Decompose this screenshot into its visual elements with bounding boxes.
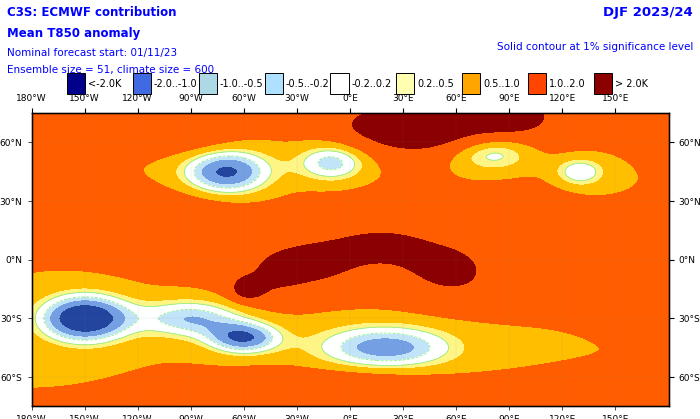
- Text: 0.5..1.0: 0.5..1.0: [483, 79, 519, 89]
- Text: -2.0..-1.0: -2.0..-1.0: [154, 79, 197, 89]
- Text: -0.5..-0.2: -0.5..-0.2: [286, 79, 330, 89]
- Text: Ensemble size = 51, climate size = 600: Ensemble size = 51, climate size = 600: [7, 65, 214, 75]
- Text: C3S: ECMWF contribution: C3S: ECMWF contribution: [7, 6, 176, 19]
- Text: Mean T850 anomaly: Mean T850 anomaly: [7, 27, 140, 40]
- Text: 0.2..0.5: 0.2..0.5: [417, 79, 454, 89]
- Text: > 2.0K: > 2.0K: [615, 79, 648, 89]
- Text: -0.2..0.2: -0.2..0.2: [351, 79, 392, 89]
- Text: <-2.0K: <-2.0K: [88, 79, 122, 89]
- Text: -1.0..-0.5: -1.0..-0.5: [220, 79, 263, 89]
- Text: DJF 2023/24: DJF 2023/24: [603, 6, 693, 19]
- Text: Nominal forecast start: 01/11/23: Nominal forecast start: 01/11/23: [7, 48, 177, 58]
- Text: 1.0..2.0: 1.0..2.0: [549, 79, 585, 89]
- Text: Solid contour at 1% significance level: Solid contour at 1% significance level: [496, 42, 693, 52]
